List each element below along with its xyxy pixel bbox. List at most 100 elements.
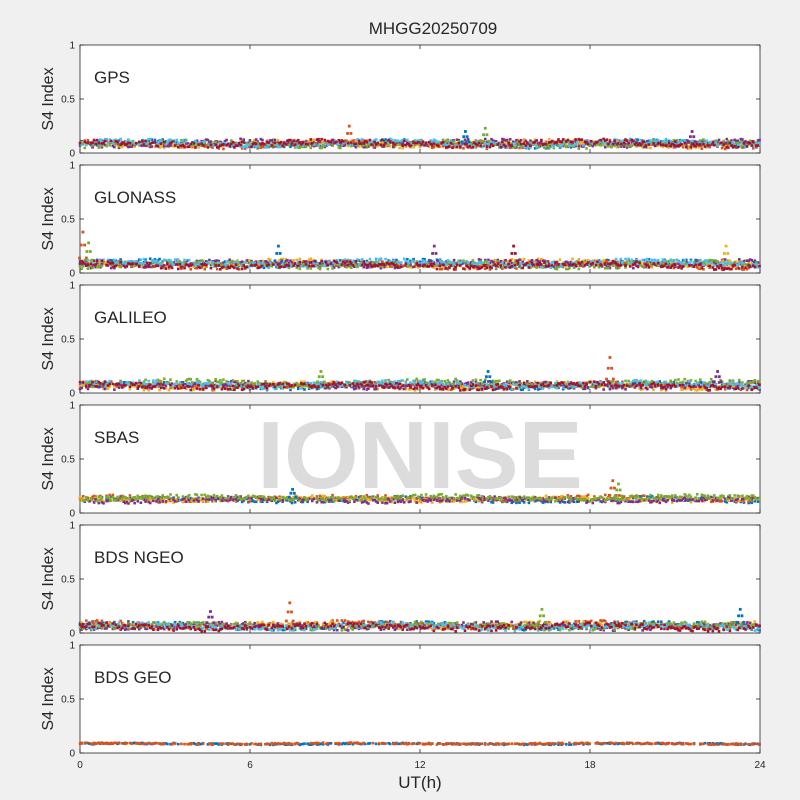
data-point	[296, 146, 300, 149]
data-point	[102, 139, 105, 143]
data-point	[148, 145, 152, 149]
data-point	[680, 139, 683, 143]
data-point	[596, 142, 599, 146]
data-point	[410, 141, 414, 145]
data-point	[708, 385, 711, 388]
data-point	[445, 263, 448, 267]
data-point	[114, 140, 118, 143]
data-point	[406, 138, 409, 142]
data-point	[700, 261, 704, 265]
data-point	[342, 144, 345, 148]
peak-point	[81, 230, 85, 234]
data-point	[494, 266, 498, 269]
data-point	[586, 261, 590, 264]
data-point	[222, 141, 225, 145]
data-point	[585, 139, 588, 142]
data-point	[543, 142, 546, 146]
data-point	[501, 261, 504, 265]
data-point	[381, 145, 384, 148]
data-point	[296, 387, 300, 391]
data-point	[494, 267, 498, 271]
data-point	[343, 258, 347, 261]
data-point	[465, 142, 468, 146]
data-point	[253, 261, 256, 265]
data-point	[678, 139, 682, 143]
data-point	[176, 261, 180, 264]
data-point	[728, 267, 732, 271]
data-point	[642, 258, 646, 262]
data-point	[254, 260, 258, 264]
data-point	[497, 263, 501, 266]
data-point	[683, 258, 687, 262]
data-point	[544, 261, 548, 265]
data-point	[702, 142, 705, 146]
data-point	[577, 137, 581, 141]
data-point	[279, 258, 283, 261]
data-point	[655, 138, 658, 142]
data-point	[91, 264, 94, 267]
data-point	[459, 261, 462, 265]
data-point	[452, 258, 456, 262]
data-point	[515, 146, 518, 149]
data-point	[674, 263, 677, 266]
data-point	[317, 263, 320, 267]
data-point	[647, 139, 651, 143]
data-point	[572, 138, 576, 142]
data-point	[111, 141, 115, 145]
data-point	[292, 262, 295, 266]
data-point	[78, 387, 82, 391]
data-point	[152, 141, 155, 144]
data-point	[309, 260, 313, 264]
data-point	[734, 143, 738, 147]
data-point	[572, 264, 576, 268]
data-point	[258, 266, 261, 269]
data-point	[423, 257, 426, 261]
data-point	[717, 138, 721, 142]
data-point	[138, 258, 141, 261]
data-point	[756, 265, 760, 269]
data-point	[748, 384, 752, 388]
data-point	[212, 142, 216, 146]
data-point	[593, 265, 596, 269]
data-point	[558, 384, 562, 388]
data-point	[273, 138, 277, 142]
data-point	[600, 143, 604, 147]
data-point	[181, 381, 185, 384]
data-point	[571, 140, 574, 144]
data-point	[552, 260, 556, 264]
data-point	[543, 259, 546, 263]
data-point	[597, 265, 601, 269]
data-point	[463, 141, 467, 144]
data-point	[290, 141, 294, 145]
data-point	[734, 263, 738, 267]
data-point	[519, 145, 523, 149]
data-point	[547, 262, 551, 266]
data-point	[272, 263, 275, 266]
data-point	[441, 265, 445, 268]
data-point	[234, 141, 238, 144]
data-point	[508, 138, 512, 141]
data-point	[473, 266, 476, 270]
data-point	[722, 143, 725, 146]
data-point	[633, 381, 637, 385]
data-point	[454, 262, 457, 265]
data-point	[326, 267, 330, 271]
data-point	[95, 143, 99, 147]
data-point	[555, 264, 559, 268]
data-point	[752, 140, 755, 144]
data-point	[275, 261, 278, 265]
data-point	[742, 259, 746, 263]
data-point	[723, 267, 727, 270]
data-point	[445, 260, 448, 263]
data-point	[286, 263, 289, 267]
data-point	[719, 385, 722, 388]
data-point	[561, 262, 565, 266]
data-point	[329, 381, 333, 384]
data-point	[526, 143, 529, 146]
data-point	[178, 146, 182, 149]
data-point	[318, 265, 322, 268]
data-point	[593, 142, 596, 146]
data-point	[284, 141, 288, 144]
data-point	[658, 380, 662, 383]
data-point	[438, 259, 442, 263]
